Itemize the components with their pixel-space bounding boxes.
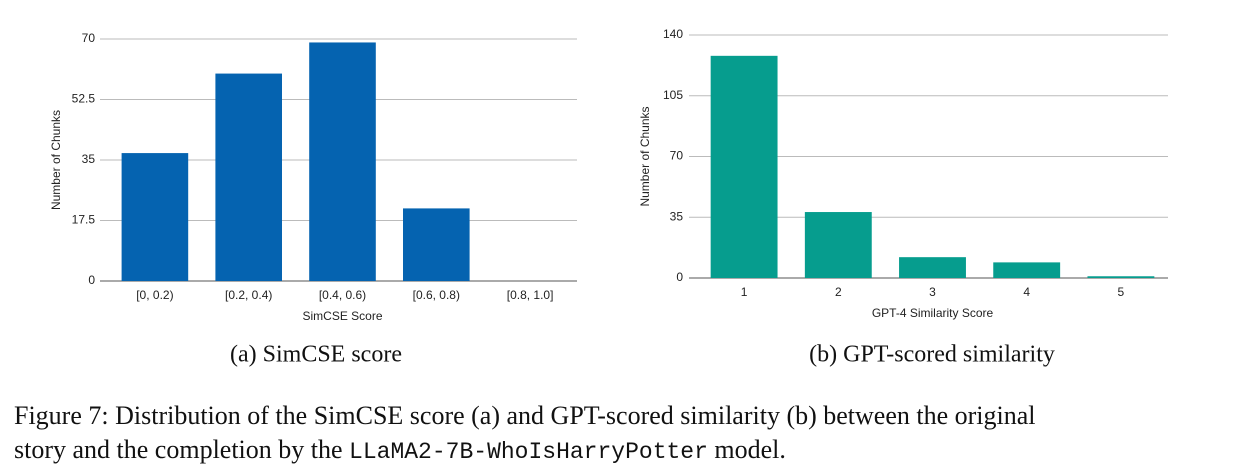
y-tick-label: 105 bbox=[663, 88, 683, 102]
y-tick-label: 0 bbox=[676, 270, 683, 284]
y-tick-label: 17.5 bbox=[72, 213, 96, 227]
x-tick-label: 5 bbox=[1118, 285, 1125, 299]
bar bbox=[710, 55, 778, 279]
y-axis-label: Number of Chunks bbox=[49, 110, 63, 210]
x-tick-label: 2 bbox=[835, 285, 842, 299]
x-tick-label: [0, 0.2) bbox=[136, 288, 173, 302]
y-tick-label: 70 bbox=[82, 31, 96, 45]
bar bbox=[403, 208, 470, 281]
caption-line: Figure 7: Distribution of the SimCSE sco… bbox=[14, 401, 1036, 430]
x-tick-label: [0.6, 0.8) bbox=[413, 288, 460, 302]
y-tick-label: 35 bbox=[82, 152, 96, 166]
y-tick-label: 52.5 bbox=[72, 92, 96, 106]
subfigure-caption: (a) SimCSE score bbox=[230, 342, 402, 368]
x-tick-label: 4 bbox=[1023, 285, 1030, 299]
bar bbox=[804, 212, 872, 278]
figure-caption: Figure 7: Distribution of the SimCSE sco… bbox=[14, 401, 1036, 430]
caption-text: story and the completion by the bbox=[14, 435, 343, 464]
x-tick-label: 3 bbox=[929, 285, 936, 299]
bar bbox=[121, 153, 189, 281]
y-axis-label: Number of Chunks bbox=[638, 106, 652, 206]
subfigure-caption: (b) GPT-scored similarity bbox=[809, 342, 1055, 368]
figure-caption: story and the completion by the LLaMA2-7… bbox=[14, 435, 786, 465]
bar bbox=[215, 73, 282, 281]
x-tick-label: [0.2, 0.4) bbox=[225, 288, 272, 302]
bar bbox=[1087, 276, 1155, 278]
caption-text: model. bbox=[714, 435, 786, 464]
bar bbox=[993, 262, 1061, 278]
bar bbox=[899, 257, 966, 278]
x-axis-label: GPT-4 Similarity Score bbox=[872, 306, 994, 320]
x-tick-label: [0.8, 1.0] bbox=[507, 288, 554, 302]
bar bbox=[309, 42, 376, 282]
x-axis-label: SimCSE Score bbox=[302, 309, 382, 323]
y-tick-label: 35 bbox=[670, 209, 684, 223]
model-name: LLaMA2-7B-WhoIsHarryPotter bbox=[349, 439, 708, 465]
x-tick-label: 1 bbox=[741, 285, 748, 299]
y-tick-label: 70 bbox=[670, 149, 684, 163]
y-tick-label: 0 bbox=[88, 273, 95, 287]
x-tick-label: [0.4, 0.6) bbox=[319, 288, 366, 302]
y-tick-label: 140 bbox=[663, 27, 683, 41]
